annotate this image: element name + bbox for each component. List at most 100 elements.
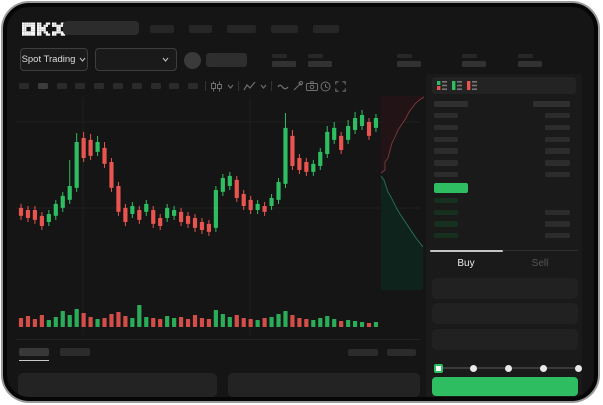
buy-tab-label: Buy	[457, 258, 475, 269]
ob-ask-row[interactable]	[430, 146, 578, 156]
sell-tab-label: Sell	[531, 258, 549, 269]
slider-stop[interactable]	[574, 364, 582, 372]
indicators-icon[interactable]	[243, 81, 256, 92]
chevron-down-icon[interactable]	[227, 84, 234, 89]
orders-panel	[18, 373, 217, 397]
interval-button-active[interactable]	[37, 83, 48, 89]
pair-selector[interactable]	[95, 48, 177, 71]
interval-button[interactable]	[113, 83, 123, 89]
orders-action-button[interactable]	[348, 349, 378, 356]
interval-button[interactable]	[150, 83, 161, 89]
stat-value-placeholder	[308, 61, 332, 67]
stat-value-placeholder	[518, 61, 542, 67]
ob-bid-row[interactable]	[430, 208, 578, 218]
ob-bid-row[interactable]	[430, 219, 578, 229]
chart-type-icon[interactable]	[210, 81, 223, 92]
book-asks-icon[interactable]	[466, 79, 478, 92]
orders-panel	[228, 373, 420, 397]
stat-value-placeholder	[397, 61, 421, 67]
interval-button[interactable]	[188, 83, 199, 89]
section-divider	[16, 339, 420, 340]
ob-amount-placeholder	[545, 221, 570, 227]
fullscreen-icon[interactable]	[335, 81, 346, 92]
chevron-down-icon[interactable]	[260, 84, 267, 89]
interval-button[interactable]	[131, 83, 142, 89]
interval-button[interactable]	[94, 83, 105, 89]
nav-item-placeholder[interactable]	[313, 25, 339, 33]
ob-ask-row[interactable]	[430, 135, 578, 145]
okx-logo	[22, 21, 66, 36]
stat-label-placeholder	[272, 54, 287, 58]
tab-buy[interactable]: Buy	[430, 253, 504, 271]
ob-bid-row[interactable]	[430, 196, 578, 206]
nav-item-placeholder[interactable]	[150, 25, 174, 33]
draw-tool-icon[interactable]	[292, 81, 303, 92]
interval-button[interactable]	[19, 83, 29, 89]
slider-stop[interactable]	[504, 364, 512, 372]
ob-price-placeholder	[434, 136, 458, 142]
stat-label-placeholder	[308, 54, 323, 58]
ob-amount-placeholder	[545, 209, 570, 215]
ob-ask-row[interactable]	[430, 170, 578, 180]
ob-bid-row[interactable]	[430, 231, 578, 241]
book-bids-icon[interactable]	[451, 79, 463, 92]
ob-ask-row[interactable]	[430, 123, 578, 133]
ob-price-placeholder	[434, 124, 458, 130]
ob-amount-placeholder	[545, 112, 570, 118]
pair-name-placeholder	[206, 53, 247, 67]
interval-button[interactable]	[169, 83, 180, 89]
nav-item-placeholder[interactable]	[227, 25, 256, 33]
toolbar-divider	[205, 81, 206, 91]
market-selector[interactable]: Spot Trading	[20, 48, 88, 71]
slider-stop[interactable]	[469, 364, 477, 372]
ob-amount-header-placeholder	[533, 100, 570, 107]
ob-price-placeholder	[434, 160, 458, 166]
ob-price-placeholder	[434, 148, 458, 154]
camera-icon[interactable]	[306, 81, 318, 91]
book-combined-icon[interactable]	[436, 79, 448, 92]
orders-action-button[interactable]	[387, 349, 416, 356]
ob-price-placeholder	[434, 112, 458, 118]
ob-price-header-placeholder	[434, 100, 468, 107]
ob-amount-placeholder	[545, 171, 570, 177]
tab-sell[interactable]: Sell	[504, 253, 578, 271]
price-field[interactable]	[432, 278, 578, 299]
stat-value-placeholder	[462, 61, 486, 67]
ob-price-placeholder	[434, 209, 458, 215]
line-tool-icon[interactable]	[277, 83, 289, 90]
nav-item-placeholder[interactable]	[189, 25, 212, 33]
stat-value-placeholder	[272, 61, 296, 67]
total-field[interactable]	[432, 329, 578, 350]
nav-item-placeholder[interactable]	[271, 25, 298, 33]
ob-price-placeholder	[434, 232, 458, 238]
ob-price-placeholder	[434, 197, 458, 203]
orders-tab-active[interactable]	[19, 348, 49, 356]
orders-tab-indicator	[19, 359, 49, 361]
ob-amount-placeholder	[545, 136, 570, 142]
app-window: Spot Trading	[3, 3, 598, 401]
pair-avatar[interactable]	[184, 52, 201, 69]
buy-tab-indicator	[430, 249, 503, 252]
toolbar-divider	[271, 81, 272, 91]
stat-label-placeholder	[518, 54, 533, 58]
interval-button[interactable]	[56, 83, 67, 89]
interval-button[interactable]	[75, 83, 86, 89]
ob-last-price[interactable]	[434, 183, 468, 193]
ob-price-placeholder	[434, 221, 458, 227]
amount-field[interactable]	[432, 303, 578, 324]
ob-ask-row[interactable]	[430, 158, 578, 168]
history-icon[interactable]	[320, 81, 331, 92]
ob-amount-placeholder	[545, 124, 570, 130]
ob-ask-row[interactable]	[430, 111, 578, 121]
chevron-down-icon	[79, 57, 86, 62]
toolbar-divider	[238, 81, 239, 91]
buy-submit-button[interactable]	[432, 377, 578, 396]
search-input[interactable]	[63, 21, 139, 35]
stat-label-placeholder	[462, 54, 477, 58]
orders-tab[interactable]	[60, 348, 90, 356]
slider-stop[interactable]	[539, 364, 547, 372]
ob-amount-placeholder	[545, 232, 570, 238]
slider-handle[interactable]	[433, 363, 443, 373]
stat-label-placeholder	[397, 54, 412, 58]
chevron-down-icon	[162, 57, 169, 62]
